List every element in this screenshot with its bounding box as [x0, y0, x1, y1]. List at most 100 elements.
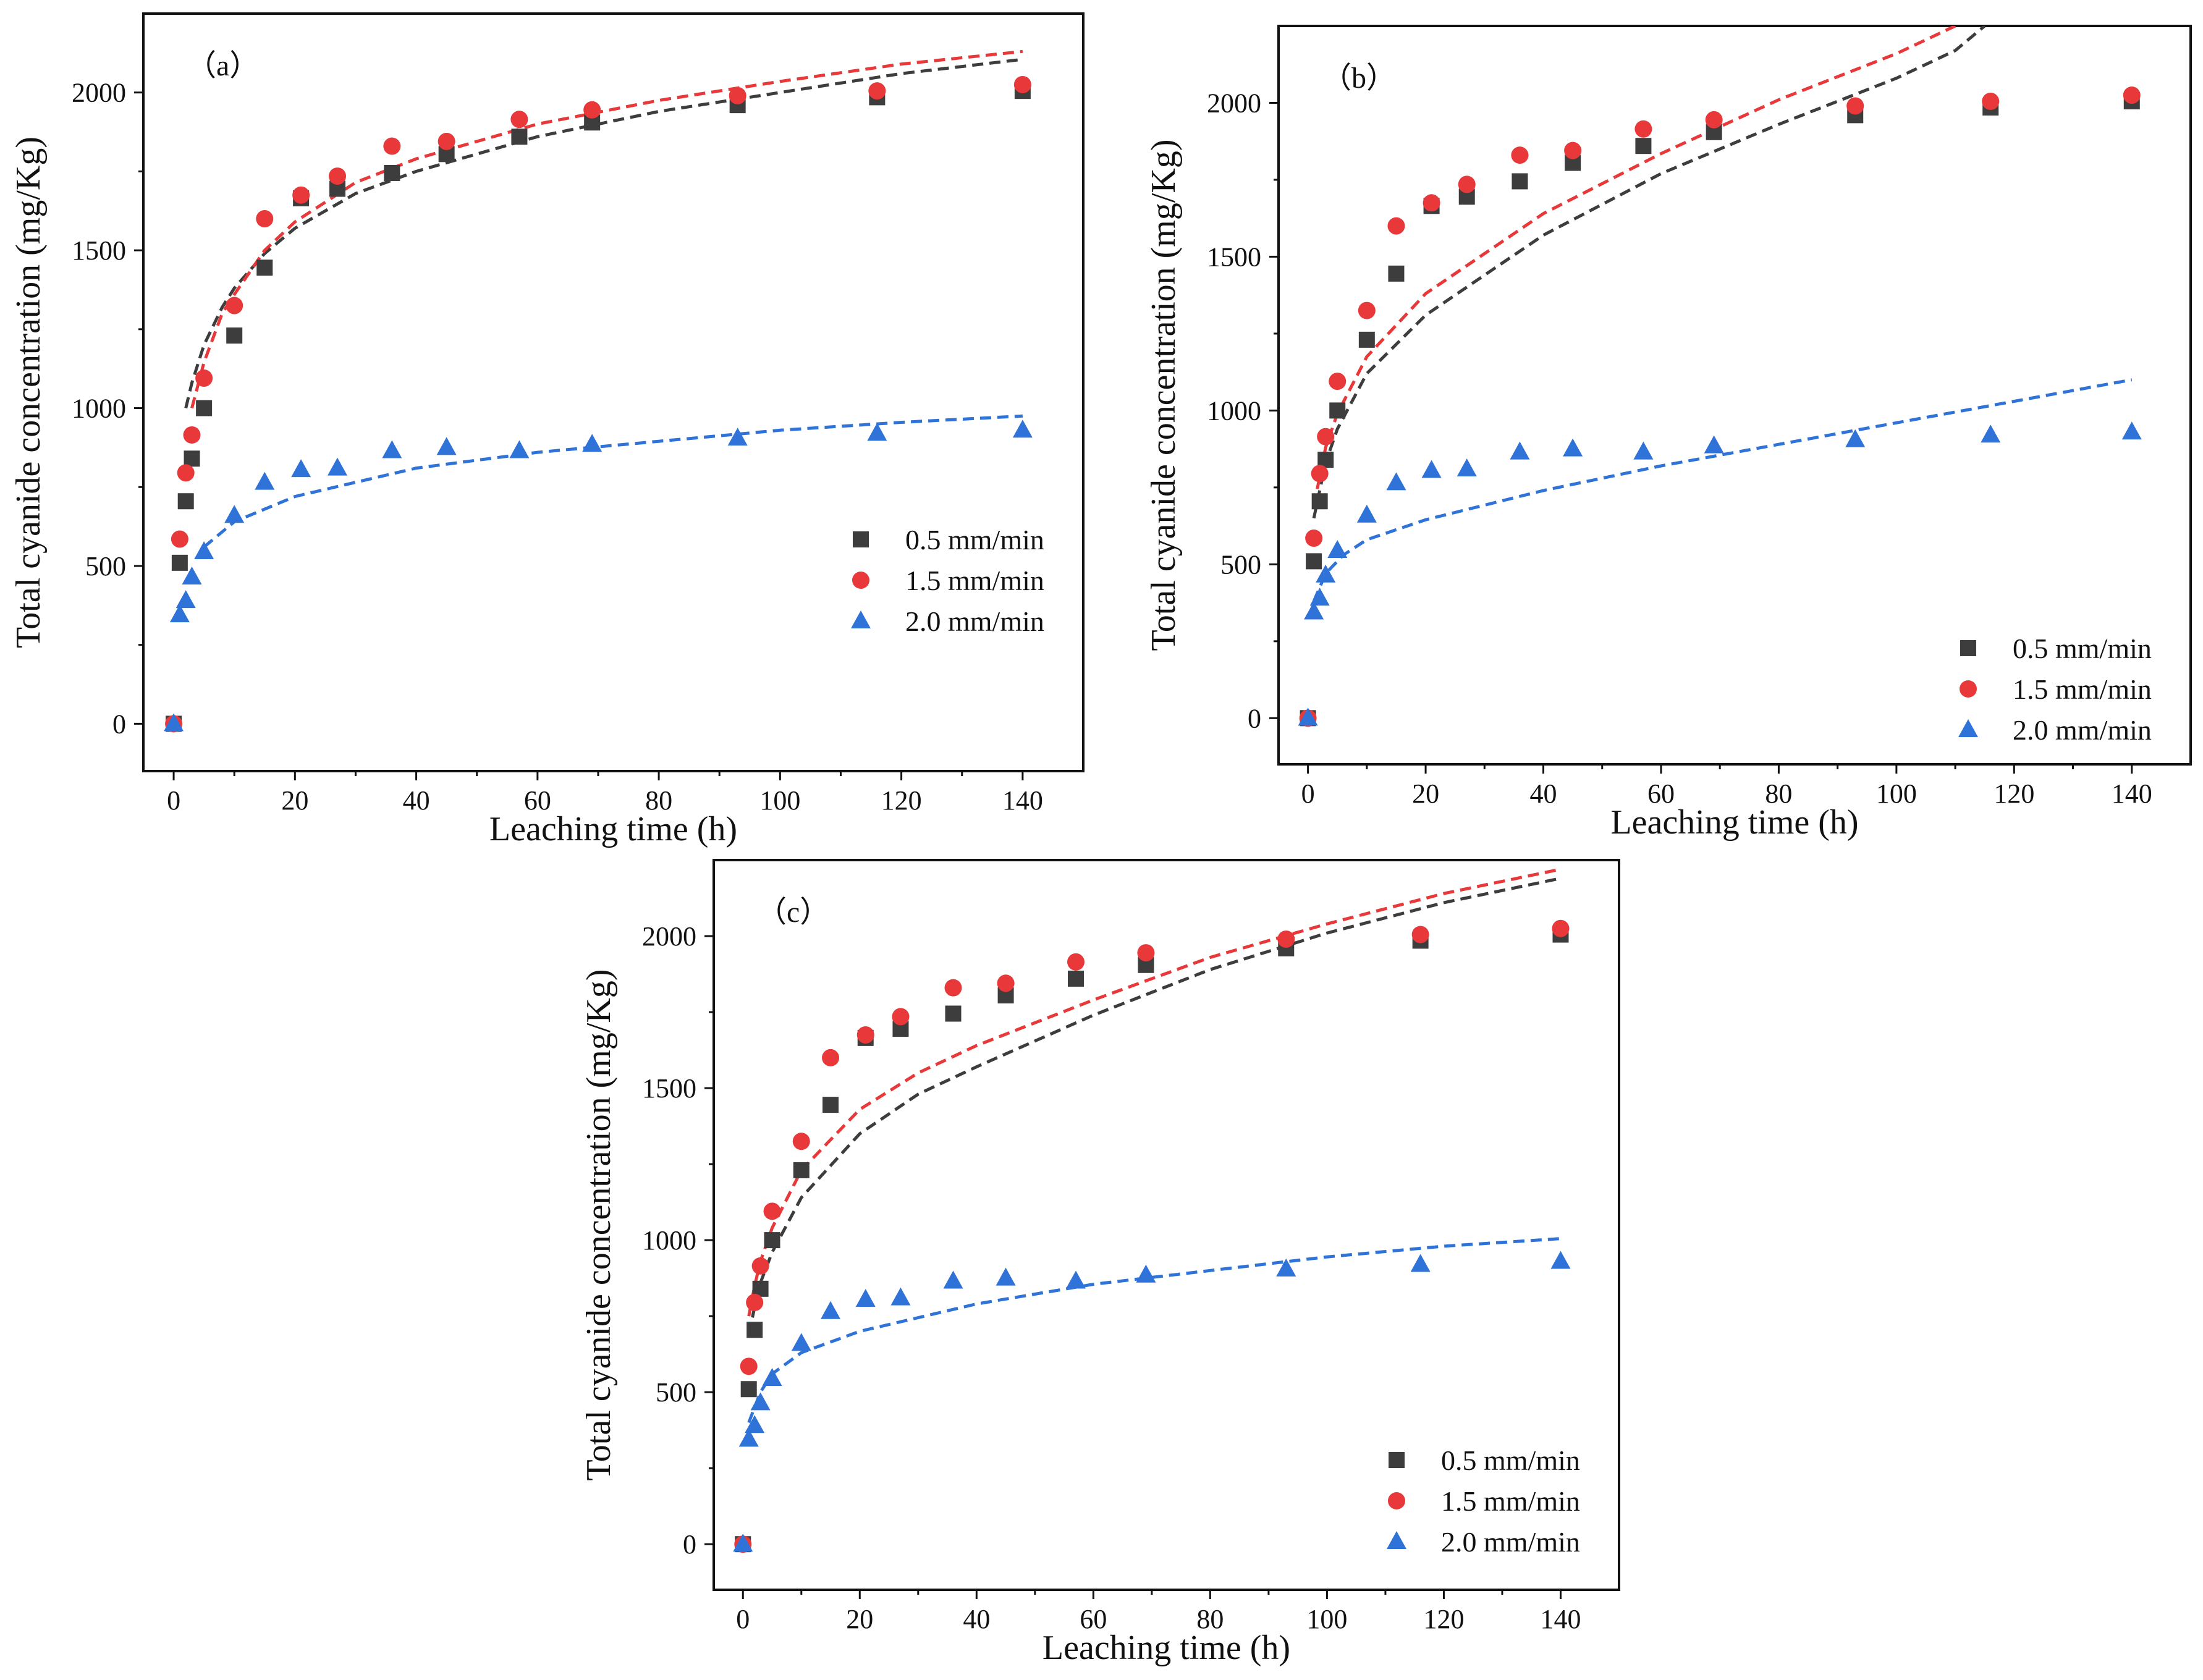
data-point-0-2-6 — [255, 471, 275, 490]
legend-marker-0-0 — [853, 531, 869, 547]
y-tick-label-0-3: 1500 — [72, 235, 126, 266]
data-point-2-0-6 — [822, 1097, 839, 1113]
data-point-1-2-3 — [1316, 564, 1336, 583]
data-point-1-1-7 — [1423, 194, 1440, 212]
data-point-2-2-8 — [890, 1287, 911, 1306]
data-point-0-1-3 — [183, 426, 201, 444]
data-point-2-1-13 — [1277, 930, 1295, 948]
data-point-0-0-2 — [177, 493, 194, 510]
data-point-2-1-1 — [740, 1357, 758, 1375]
data-point-1-2-14 — [1981, 424, 2001, 443]
data-point-2-0-2 — [746, 1322, 763, 1338]
y-axis-title-2: Total cyanide concentration (mg/Kg) — [580, 969, 618, 1481]
data-point-2-1-6 — [822, 1049, 840, 1066]
data-point-1-2-11 — [1633, 441, 1654, 460]
data-point-2-2-14 — [1410, 1254, 1431, 1272]
data-point-0-1-13 — [729, 87, 746, 104]
chart-panel-1: 0 20 40 60 80 100 120 140 0 500 1000 1500 2000 Leachi… — [1144, 25, 2192, 842]
fit-curve-1-2 — [1312, 378, 2133, 602]
data-point-1-0-2 — [1311, 493, 1328, 510]
data-point-1-2-8 — [1457, 458, 1477, 476]
fit-curve-2-1 — [747, 867, 1562, 1317]
y-tick-label-0-2: 1000 — [72, 394, 126, 424]
data-point-2-0-5 — [793, 1162, 810, 1178]
y-tick-label-1-1: 500 — [1220, 549, 1261, 580]
data-point-0-1-8 — [329, 167, 347, 185]
y-tick-label-1-3: 1500 — [1207, 242, 1261, 272]
data-point-2-0-1 — [740, 1381, 757, 1398]
data-point-1-2-9 — [1510, 441, 1530, 460]
legend-marker-1-2 — [1958, 719, 1978, 737]
y-axis-title-1: Total cyanide concentration (mg/Kg) — [1144, 140, 1183, 651]
x-tick-label-2-0: 0 — [736, 1604, 750, 1634]
legend-marker-1-1 — [1960, 680, 1977, 698]
data-point-2-1-11 — [1067, 953, 1085, 971]
y-tick-label-1-2: 1000 — [1207, 395, 1261, 426]
data-point-1-2-15 — [2121, 421, 2142, 440]
data-point-0-0-5 — [226, 327, 243, 344]
data-point-0-0-9 — [384, 164, 400, 181]
data-point-2-2-0 — [733, 1534, 753, 1552]
data-point-2-1-14 — [1411, 926, 1429, 943]
fit-curve-1-0 — [1312, 26, 1986, 519]
data-point-2-2-13 — [1276, 1258, 1296, 1277]
fit-curve-0-0 — [184, 57, 1023, 409]
data-point-0-2-5 — [224, 505, 245, 523]
data-point-1-1-1 — [1305, 530, 1323, 547]
y-tick-label-2-4: 2000 — [642, 921, 696, 952]
data-point-1-1-14 — [1982, 92, 2000, 110]
x-tick-label-2-1: 20 — [846, 1604, 873, 1634]
y-tick-label-2-1: 500 — [656, 1377, 696, 1408]
plot-frame-2 — [712, 859, 1620, 1591]
data-point-0-1-9 — [383, 137, 401, 155]
chart-panel-0: 0 20 40 60 80 100 120 140 0 500 1000 1500 2000 Leachi… — [9, 12, 1085, 848]
fit-curve-2-2 — [747, 1237, 1561, 1424]
data-point-0-2-0 — [164, 713, 184, 732]
data-point-1-0-6 — [1388, 265, 1405, 282]
data-point-1-0-1 — [1306, 553, 1322, 570]
x-tick-label-1-2: 40 — [1530, 779, 1557, 809]
data-point-1-1-5 — [1358, 302, 1376, 319]
data-point-0-1-6 — [256, 210, 274, 228]
data-point-1-2-0 — [1298, 707, 1318, 726]
data-point-1-0-9 — [1512, 173, 1528, 190]
data-point-1-1-6 — [1387, 217, 1405, 235]
data-point-0-0-1 — [171, 554, 188, 571]
data-point-1-2-2 — [1309, 588, 1330, 606]
y-tick-label-0-0: 0 — [112, 709, 126, 739]
x-tick-label-1-4: 80 — [1765, 779, 1792, 809]
data-point-2-2-11 — [1066, 1270, 1086, 1289]
data-point-1-2-6 — [1386, 472, 1406, 491]
legend-marker-2-2 — [1387, 1531, 1406, 1549]
data-point-1-1-3 — [1317, 428, 1335, 445]
data-point-2-2-12 — [1136, 1264, 1156, 1283]
fit-curve-2-0 — [747, 877, 1562, 1335]
y-tick-label-0-1: 500 — [85, 551, 126, 581]
x-tick-label-0-6: 120 — [881, 785, 922, 816]
data-point-1-2-10 — [1563, 438, 1583, 457]
x-tick-label-0-7: 140 — [1002, 785, 1043, 816]
chart-panel-2: 0 20 40 60 80 100 120 140 0 500 1000 1500 2000 Leachi… — [580, 859, 1620, 1667]
data-point-2-2-9 — [943, 1270, 963, 1289]
data-point-0-1-14 — [868, 82, 886, 100]
data-point-0-2-15 — [1012, 420, 1033, 438]
data-point-1-2-4 — [1327, 539, 1348, 558]
panel-label-2: （c） — [757, 896, 829, 929]
x-tick-label-1-1: 20 — [1412, 779, 1439, 809]
legend-marker-2-1 — [1388, 1492, 1405, 1509]
y-tick-label-2-3: 1500 — [642, 1073, 696, 1104]
data-point-0-0-4 — [196, 400, 213, 416]
data-point-0-2-7 — [291, 459, 311, 478]
data-point-0-2-10 — [436, 437, 457, 455]
plot-frame-1 — [1277, 25, 2192, 766]
data-point-0-1-1 — [171, 530, 188, 548]
x-tick-label-2-3: 60 — [1080, 1604, 1107, 1634]
data-point-0-0-3 — [184, 450, 200, 467]
fit-curve-0-2 — [203, 414, 1023, 549]
legend-marker-1-0 — [1960, 640, 1976, 656]
data-point-2-1-3 — [751, 1257, 769, 1275]
data-point-1-1-15 — [2123, 87, 2141, 104]
legend-label-1-2: 2.0 mm/min — [2013, 714, 2152, 746]
data-point-0-1-11 — [510, 111, 528, 129]
